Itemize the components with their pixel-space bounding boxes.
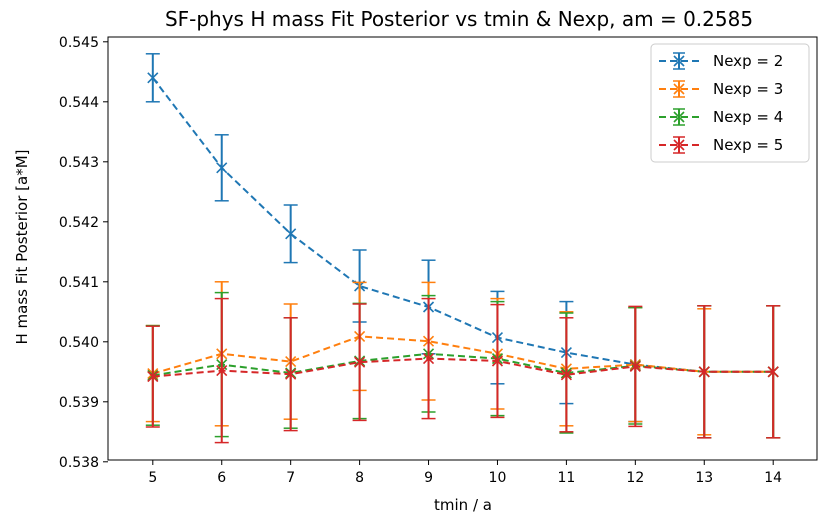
data-point xyxy=(147,72,159,84)
data-point xyxy=(767,366,779,378)
legend: Nexp = 2 Nexp = 3 Nexp = 4 Nexp = 5 xyxy=(650,43,810,163)
legend-label: Nexp = 5 xyxy=(713,136,783,154)
x-tick-label: 5 xyxy=(148,470,157,486)
legend-marker xyxy=(673,111,685,123)
chart-title: SF-phys H mass Fit Posterior vs tmin & N… xyxy=(165,7,753,31)
x-tick-label: 6 xyxy=(217,470,226,486)
legend-label: Nexp = 2 xyxy=(713,52,783,70)
y-tick-label: 0.544 xyxy=(59,95,99,111)
data-point xyxy=(285,368,297,380)
y-tick-label: 0.538 xyxy=(59,455,99,471)
data-point xyxy=(216,162,228,174)
legend-marker xyxy=(673,139,685,151)
legend-marker xyxy=(673,55,685,67)
x-tick-label: 11 xyxy=(557,470,575,486)
legend-box xyxy=(650,43,810,163)
x-tick-label: 14 xyxy=(764,470,782,486)
legend-label: Nexp = 3 xyxy=(713,80,783,98)
data-point xyxy=(354,356,366,368)
data-point xyxy=(698,366,710,378)
x-tick-label: 13 xyxy=(695,470,713,486)
series-line xyxy=(152,357,774,378)
data-point xyxy=(422,353,435,365)
x-axis-label: tmin / a xyxy=(434,496,492,514)
x-tick-label: 12 xyxy=(626,470,644,486)
y-tick-label: 0.543 xyxy=(59,155,99,171)
data-point xyxy=(216,365,228,377)
y-tick-label: 0.539 xyxy=(59,395,99,411)
axes-frame xyxy=(107,36,818,461)
plot-area: 5 6 7 8 9 10 11 12 13 14 0.538 0.539 0.540 0.541 0.542… xyxy=(59,35,818,486)
y-tick-label: 0.542 xyxy=(59,215,99,231)
x-tick-label: 10 xyxy=(489,470,507,486)
data-point xyxy=(629,360,641,372)
series-3 xyxy=(145,291,781,439)
x-tick-label: 7 xyxy=(286,470,295,486)
legend-marker xyxy=(673,83,685,95)
y-tick-label: 0.541 xyxy=(59,275,99,291)
y-axis-label: H mass Fit Posterior [a*M] xyxy=(13,150,31,345)
y-tick-label: 0.545 xyxy=(59,35,99,51)
data-point xyxy=(147,371,159,383)
y-tick-label: 0.540 xyxy=(59,335,99,351)
data-point xyxy=(560,369,572,381)
legend-label: Nexp = 4 xyxy=(713,108,783,126)
data-point xyxy=(491,355,504,367)
x-tick-label: 8 xyxy=(355,470,364,486)
x-tick-label: 9 xyxy=(424,470,433,486)
series-4 xyxy=(145,297,781,444)
data-point xyxy=(285,228,297,240)
